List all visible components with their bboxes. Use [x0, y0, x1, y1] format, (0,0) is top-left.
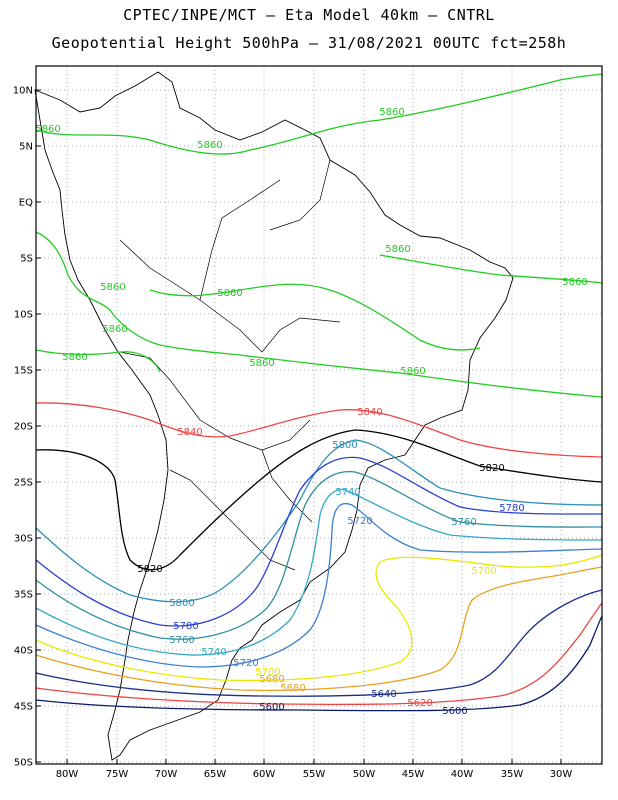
contour-label: 5860: [385, 244, 410, 255]
chart-subtitle: Geopotential Height 500hPa – 31/08/2021 …: [51, 34, 567, 52]
contour-label: 5820: [479, 463, 504, 474]
contour-label: 5740: [201, 647, 226, 658]
lat-label: 10S: [14, 310, 33, 321]
lat-label: 15S: [14, 366, 33, 377]
contour-5820: [35, 429, 603, 571]
lat-label: 50S: [14, 758, 33, 769]
lat-label: 25S: [14, 478, 33, 489]
contour-label: 5860: [62, 352, 87, 363]
contour-label: 5780: [499, 503, 524, 514]
contour-5780: [35, 456, 603, 627]
contour-5860: [149, 283, 481, 351]
contour-label: 5700: [255, 667, 280, 678]
contour-5860: [35, 349, 161, 373]
lat-label: 5N: [19, 142, 33, 153]
lon-label: 45W: [402, 769, 425, 780]
lon-label: 30W: [550, 769, 573, 780]
contour-label: 5720: [347, 516, 372, 527]
contour-label: 5820: [137, 564, 162, 575]
contour-label: 5740: [335, 487, 360, 498]
contour-5840: [35, 402, 603, 458]
map-frame: [35, 65, 603, 765]
contour-label: 5600: [442, 706, 467, 717]
contour-label: 5860: [100, 282, 125, 293]
lon-label: 70W: [155, 769, 178, 780]
lat-label: 20S: [14, 422, 33, 433]
contour-5720: [35, 503, 603, 668]
lon-label: 40W: [451, 769, 474, 780]
lon-label: 60W: [253, 769, 276, 780]
contour-5860: [35, 231, 603, 398]
lon-label: 75W: [106, 769, 129, 780]
contour-label: 5860: [35, 124, 60, 135]
contour-label: 5840: [177, 427, 202, 438]
contour-label: 5720: [233, 658, 258, 669]
contour-label: 5860: [197, 140, 222, 151]
contour-5800: [35, 439, 603, 603]
contour-5760: [35, 470, 603, 640]
contour-label: 5760: [169, 635, 194, 646]
south-america-coastline: [34, 71, 514, 761]
contour-5860: [35, 73, 603, 155]
lon-label: 50W: [353, 769, 376, 780]
contour-5620: [35, 602, 603, 706]
country-borders: [119, 159, 341, 571]
contour-label: 5680: [280, 683, 305, 694]
contour-label: 5860: [562, 277, 587, 288]
contour-5860: [379, 254, 603, 284]
contour-label: 5620: [407, 698, 432, 709]
contour-label: 5860: [249, 358, 274, 369]
contour-5740: [35, 489, 603, 656]
contour-label: 5840: [357, 407, 382, 418]
contour-label: 5700: [471, 566, 496, 577]
contour-label: 5640: [371, 689, 396, 700]
lat-label: 35S: [14, 590, 33, 601]
contour-5700: [35, 554, 603, 682]
lat-label: 10N: [13, 86, 33, 97]
lat-label: 45S: [14, 702, 33, 713]
chart-title: CPTEC/INPE/MCT – Eta Model 40km – CNTRL: [123, 6, 495, 24]
lat-label: EQ: [19, 198, 33, 209]
contour-label: 5760: [451, 517, 476, 528]
lat-label: 30S: [14, 534, 33, 545]
contour-label: 5600: [259, 702, 284, 713]
lat-label: 40S: [14, 646, 33, 657]
coastlines: [34, 71, 514, 761]
contour-5600: [35, 615, 603, 712]
contour-label: 5860: [102, 324, 127, 335]
contour-label: 5680: [259, 674, 284, 685]
contour-5680: [35, 566, 603, 691]
lon-label: 55W: [303, 769, 326, 780]
lon-label: 35W: [501, 769, 524, 780]
lon-label: 65W: [204, 769, 227, 780]
contour-label: 5860: [217, 288, 242, 299]
contour-label: 5780: [173, 621, 198, 632]
lon-label: 80W: [56, 769, 79, 780]
contour-label: 5860: [379, 107, 404, 118]
contour-5640: [35, 589, 603, 697]
lat-label: 5S: [20, 254, 33, 265]
contour-label: 5800: [169, 598, 194, 609]
contour-label: 5860: [400, 366, 425, 377]
contour-label: 5800: [332, 440, 357, 451]
gridlines: [36, 66, 602, 764]
